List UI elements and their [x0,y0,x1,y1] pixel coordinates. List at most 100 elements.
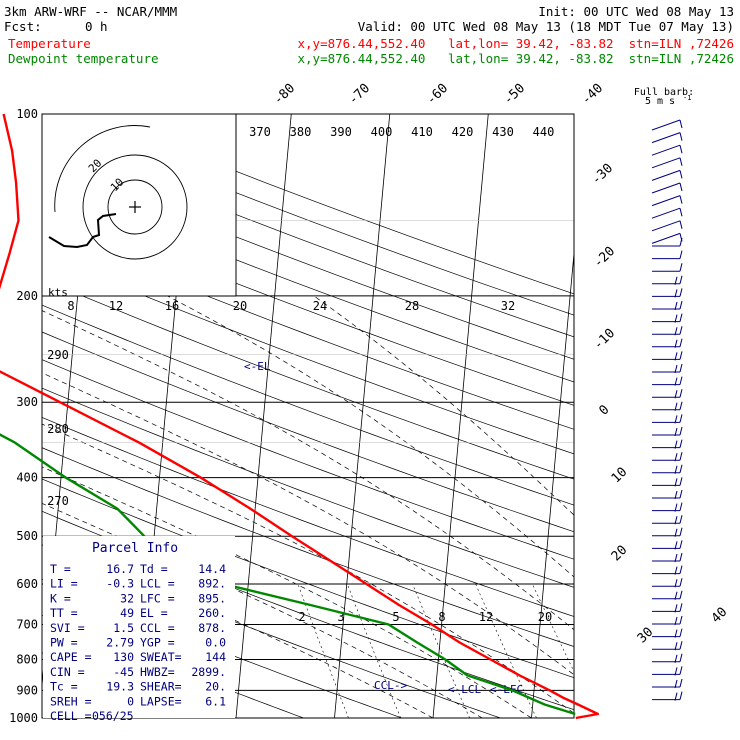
parcel-field-value: 20. [205,680,226,694]
valid-time: Valid: 00 UTC Wed 08 May 13 (18 MDT Tue … [358,19,734,34]
isotherm [729,114,740,718]
dry-adiabat [42,579,404,718]
isotherm-label: 20 [609,543,631,565]
hodograph-box [41,113,237,297]
wind-barb-flag [679,678,683,688]
wind-barb-flag [679,578,683,587]
pressure-tick-label: 300 [16,395,38,409]
wind-barb-flag [674,390,678,399]
wind-barb-flag [679,590,683,599]
theta-label: 370 [249,125,271,139]
theta-label: 410 [411,125,433,139]
wind-barb-flag [679,426,683,436]
wind-barb-flag [674,528,678,537]
dry-adiabat [42,304,574,506]
dry-adiabat [42,253,574,455]
wind-barb-flag [674,667,678,676]
mixing-ratio-line [347,583,401,718]
wind-barb-flag [674,276,678,285]
wind-barb-flag [674,566,678,575]
isotherm-label: -70 [346,81,373,108]
mixing-ratio-label: 8 [438,610,445,624]
init-time: Init: 00 UTC Wed 08 May 13 [538,4,734,19]
wind-barb-flag [679,195,683,204]
dewpoint-profile [0,433,576,716]
wind-barb-flag [679,145,683,154]
parcel-field-value: 056/25 [92,709,134,723]
wind-barb-flag [679,326,683,335]
pressure-tick-label: 700 [16,617,38,631]
lcl-annotation: <-LCL [448,683,481,696]
theta-side-label: 290 [47,348,69,362]
wind-barb-flag [679,338,683,347]
wind-barb [651,157,681,169]
parcel-field-label: LCL = [140,577,175,591]
parcel-field-label: HWBZ= [140,665,175,679]
mixing-ratio-label: 3 [337,610,344,624]
wind-barb-flag [679,439,683,448]
wind-barb-flag [679,615,683,625]
wind-barb [651,144,681,156]
wind-barb-flag [674,339,678,348]
dry-adiabat [42,387,574,588]
hodograph-ring [82,154,188,260]
wind-barb-flag [674,427,678,437]
parcel-field-value: 6.1 [205,694,226,708]
dry-adiabat [42,359,574,560]
pressure-tick-label: 1000 [9,711,38,725]
mixing-ratio-label: 12 [479,610,493,624]
hodograph-speed-label: 20 [233,299,247,313]
isotherm-label: 0 [597,402,613,418]
mixing-ratio-label: 20 [538,610,552,624]
wind-barb-flag [679,540,683,549]
parcel-field-value: 144 [205,650,226,664]
wind-barb-flag [679,464,683,473]
dry-adiabat [42,478,574,678]
hodograph-trace [48,213,117,249]
parcel-field-label: EL = [140,606,168,620]
wind-barb-flag [674,301,678,311]
wind-barb-flag [679,157,683,166]
pressure-tick-label: 600 [16,577,38,591]
parcel-field-label: SWEAT= [140,650,182,664]
parcel-field-label: LFC = [140,591,175,605]
wind-barb [651,207,681,219]
wind-barb-flag [679,208,683,217]
hodograph-speed-label: 12 [109,299,123,313]
wind-barb-flag [679,389,683,398]
theta-label: 400 [371,125,393,139]
barb-legend-value: 5 m s [645,96,675,107]
parcel-info-box [43,536,235,718]
wind-barb-flag [679,414,683,423]
legend-temperature: Temperature [8,36,91,51]
isotherm-label: -40 [579,81,606,108]
wind-barb [651,232,681,244]
parcel-field-value: 0 [127,694,134,708]
wind-barb [651,132,681,144]
theta-label: 440 [533,125,555,139]
pressure-tick-label: 900 [16,683,38,697]
moist-adiabat [167,295,574,578]
mixing-ratio-line [607,584,676,718]
theta-label: 420 [452,125,474,139]
wind-barb-flag [674,591,678,600]
isotherm-label: -10 [591,326,618,353]
mixing-ratio-label: 5 [392,610,399,624]
plot-frame [41,113,575,719]
theta-side-label: 280 [47,422,69,436]
wind-barb [651,220,681,232]
parcel-field-label: TT = [50,606,78,620]
wind-barb-flag [674,516,678,525]
wind-barb [651,119,681,131]
dry-adiabat [42,204,574,406]
wind-barb-flag [674,490,678,500]
wind-barb-flag [679,220,683,229]
wind-barb-flag [679,313,683,322]
isotherm-label: 40 [709,605,731,627]
isotherm [531,249,574,718]
theta-label: 380 [290,125,312,139]
temperature-profile [0,113,600,720]
wind-barb-flag [674,553,678,563]
moist-adiabat [42,423,574,714]
isotherm [432,114,489,718]
